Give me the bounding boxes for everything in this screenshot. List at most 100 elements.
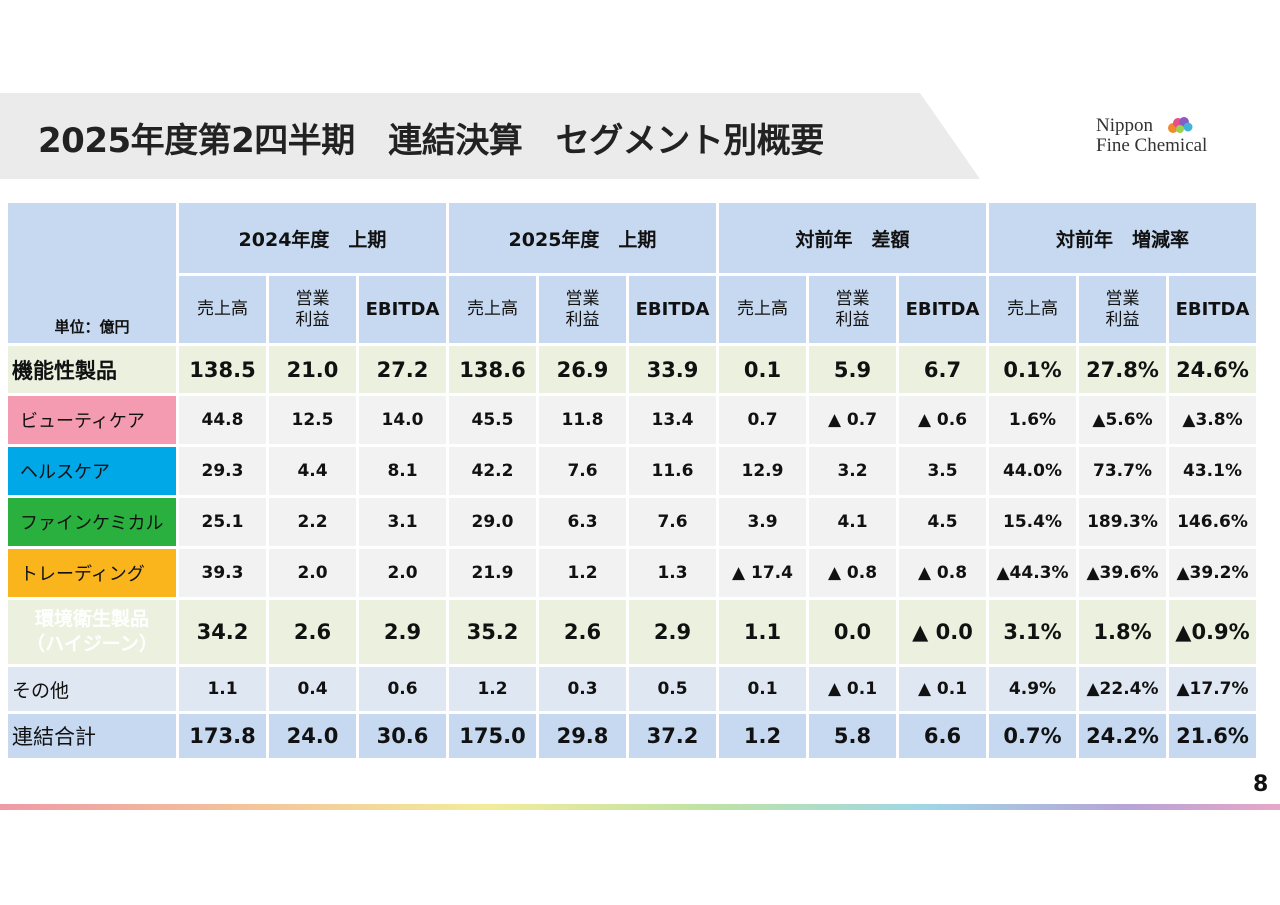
cell-2024-h1-ebitda: 3.1 xyxy=(359,498,446,546)
cell-2025-h1-ebitda: 11.6 xyxy=(629,447,716,495)
cell-2025-h1-operating-profit: 26.9 xyxy=(539,346,626,393)
cell-yoy-rate-operating-profit: ▲39.6% xyxy=(1079,549,1166,597)
segment-label-health-care: ヘルスケア xyxy=(8,447,176,495)
company-logo: Nippon Fine Chemical xyxy=(1096,116,1236,160)
cell-2025-h1-ebitda: 0.5 xyxy=(629,667,716,711)
cell-2024-h1-operating-profit: 24.0 xyxy=(269,714,356,758)
cell-yoy-diff-ebitda: 3.5 xyxy=(899,447,986,495)
cell-yoy-diff-ebitda: 4.5 xyxy=(899,498,986,546)
cell-yoy-diff-sales: 12.9 xyxy=(719,447,806,495)
cell-2025-h1-ebitda: 13.4 xyxy=(629,396,716,444)
cell-yoy-rate-sales: 0.7% xyxy=(989,714,1076,758)
cell-2024-h1-operating-profit: 21.0 xyxy=(269,346,356,393)
cell-yoy-rate-ebitda: 21.6% xyxy=(1169,714,1256,758)
cell-2024-h1-ebitda: 30.6 xyxy=(359,714,446,758)
cell-2025-h1-sales: 29.0 xyxy=(449,498,536,546)
cell-2025-h1-sales: 175.0 xyxy=(449,714,536,758)
cell-yoy-diff-operating-profit: 5.9 xyxy=(809,346,896,393)
cell-2024-h1-sales: 173.8 xyxy=(179,714,266,758)
cell-yoy-rate-ebitda: ▲17.7% xyxy=(1169,667,1256,711)
subheader-sales: 売上高 xyxy=(719,276,806,343)
subheader-ebitda: EBITDA xyxy=(629,276,716,343)
cell-yoy-diff-operating-profit: 5.8 xyxy=(809,714,896,758)
segment-label-fine-chemical: ファインケミカル xyxy=(8,498,176,546)
cell-2024-h1-operating-profit: 2.0 xyxy=(269,549,356,597)
group-header-yoy-rate: 対前年 増減率 xyxy=(989,203,1256,273)
group-header-2024-h1: 2024年度 上期 xyxy=(179,203,446,273)
cell-yoy-rate-sales: 0.1% xyxy=(989,346,1076,393)
title-bar xyxy=(0,93,980,179)
cell-2025-h1-ebitda: 37.2 xyxy=(629,714,716,758)
subheader-operating-profit: 営業 利益 xyxy=(809,276,896,343)
cell-yoy-rate-operating-profit: 1.8% xyxy=(1079,600,1166,664)
cell-yoy-rate-ebitda: 146.6% xyxy=(1169,498,1256,546)
segment-label-beauty-care: ビューティケア xyxy=(8,396,176,444)
subheader-ebitda: EBITDA xyxy=(899,276,986,343)
cell-yoy-diff-sales: ▲ 17.4 xyxy=(719,549,806,597)
cell-2025-h1-sales: 21.9 xyxy=(449,549,536,597)
subheader-sales: 売上高 xyxy=(179,276,266,343)
cell-2024-h1-ebitda: 8.1 xyxy=(359,447,446,495)
group-header-row: 単位：億円 2024年度 上期 2025年度 上期 対前年 差額 対前年 増減率 xyxy=(8,203,1256,343)
group-header-yoy-diff: 対前年 差額 xyxy=(719,203,986,273)
segment-summary-table: 単位：億円 2024年度 上期 2025年度 上期 対前年 差額 対前年 増減率… xyxy=(5,200,1259,761)
table-row-consolidated-total: 連結合計 173.8 24.0 30.6 175.0 29.8 37.2 1.2 5.8 6.6… xyxy=(8,714,1256,758)
cell-yoy-diff-operating-profit: ▲ 0.1 xyxy=(809,667,896,711)
cell-2024-h1-ebitda: 14.0 xyxy=(359,396,446,444)
unit-label: 単位：億円 xyxy=(8,203,176,343)
cell-2024-h1-operating-profit: 12.5 xyxy=(269,396,356,444)
cell-2024-h1-operating-profit: 4.4 xyxy=(269,447,356,495)
page-title: 2025年度第2四半期 連結決算 セグメント別概要 xyxy=(38,121,824,161)
table-row-hygiene: 環境衛生製品 （ハイジーン） 34.2 2.6 2.9 35.2 2.6 2.9 1.1 0.0… xyxy=(8,600,1256,664)
cell-yoy-diff-operating-profit: 4.1 xyxy=(809,498,896,546)
cell-yoy-rate-operating-profit: ▲5.6% xyxy=(1079,396,1166,444)
cell-2025-h1-sales: 35.2 xyxy=(449,600,536,664)
subheader-operating-profit: 営業 利益 xyxy=(539,276,626,343)
cell-2025-h1-operating-profit: 29.8 xyxy=(539,714,626,758)
row-label-hygiene: 環境衛生製品 （ハイジーン） xyxy=(8,600,176,664)
cell-yoy-rate-ebitda: 43.1% xyxy=(1169,447,1256,495)
cell-yoy-rate-ebitda: ▲0.9% xyxy=(1169,600,1256,664)
row-label: その他 xyxy=(8,667,176,711)
cell-yoy-rate-operating-profit: 189.3% xyxy=(1079,498,1166,546)
subheader-ebitda: EBITDA xyxy=(1169,276,1256,343)
cell-2025-h1-operating-profit: 1.2 xyxy=(539,549,626,597)
table-row-functional-products: 機能性製品 138.5 21.0 27.2 138.6 26.9 33.9 0.1 5.9 6.… xyxy=(8,346,1256,393)
cell-yoy-rate-sales: 4.9% xyxy=(989,667,1076,711)
cell-yoy-diff-operating-profit: ▲ 0.8 xyxy=(809,549,896,597)
cell-2024-h1-sales: 29.3 xyxy=(179,447,266,495)
table-row-beauty-care: ビューティケア 44.8 12.5 14.0 45.5 11.8 13.4 0.7 ▲ 0.7… xyxy=(8,396,1256,444)
cell-2024-h1-sales: 138.5 xyxy=(179,346,266,393)
cell-yoy-diff-operating-profit: 0.0 xyxy=(809,600,896,664)
cell-yoy-diff-operating-profit: 3.2 xyxy=(809,447,896,495)
cell-2025-h1-operating-profit: 2.6 xyxy=(539,600,626,664)
cell-2024-h1-ebitda: 2.9 xyxy=(359,600,446,664)
page-number: 8 xyxy=(1253,772,1269,797)
title-banner-shape xyxy=(0,93,980,179)
cell-2024-h1-sales: 1.1 xyxy=(179,667,266,711)
peacock-logo-icon xyxy=(1168,117,1193,133)
cell-yoy-diff-sales: 1.1 xyxy=(719,600,806,664)
cell-2025-h1-ebitda: 1.3 xyxy=(629,549,716,597)
logo-text-line1: Nippon xyxy=(1096,115,1153,136)
group-header-2025-h1: 2025年度 上期 xyxy=(449,203,716,273)
cell-yoy-rate-sales: 15.4% xyxy=(989,498,1076,546)
subheader-sales: 売上高 xyxy=(449,276,536,343)
subheader-operating-profit: 営業 利益 xyxy=(269,276,356,343)
cell-2025-h1-operating-profit: 6.3 xyxy=(539,498,626,546)
cell-2025-h1-sales: 138.6 xyxy=(449,346,536,393)
cell-2024-h1-sales: 44.8 xyxy=(179,396,266,444)
cell-yoy-diff-ebitda: ▲ 0.0 xyxy=(899,600,986,664)
row-label: 機能性製品 xyxy=(8,346,176,393)
table-row-trading: トレーディング 39.3 2.0 2.0 21.9 1.2 1.3 ▲ 17.4 ▲ 0.8 ▲… xyxy=(8,549,1256,597)
cell-2024-h1-ebitda: 2.0 xyxy=(359,549,446,597)
rainbow-divider xyxy=(0,804,1280,810)
cell-yoy-rate-sales: 1.6% xyxy=(989,396,1076,444)
cell-2024-h1-operating-profit: 0.4 xyxy=(269,667,356,711)
cell-2024-h1-operating-profit: 2.6 xyxy=(269,600,356,664)
cell-yoy-diff-sales: 3.9 xyxy=(719,498,806,546)
cell-2024-h1-operating-profit: 2.2 xyxy=(269,498,356,546)
cell-2025-h1-ebitda: 7.6 xyxy=(629,498,716,546)
segment-label-trading: トレーディング xyxy=(8,549,176,597)
cell-yoy-rate-ebitda: ▲3.8% xyxy=(1169,396,1256,444)
